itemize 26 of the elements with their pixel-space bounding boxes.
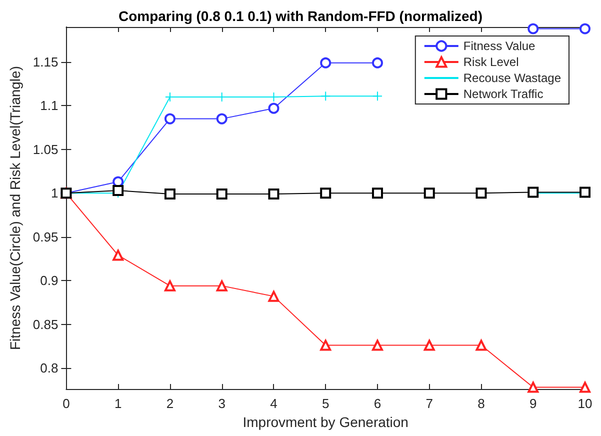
x-tick-label: 10 [578, 396, 592, 411]
x-axis-title: Improvment by Generation [242, 414, 408, 430]
y-tick-label: 0.9 [40, 273, 58, 288]
y-tick-label: 1.15 [32, 54, 58, 70]
x-tick-label: 2 [166, 396, 174, 411]
x-tick-label: 8 [478, 396, 485, 411]
y-tick-label: 0.85 [32, 316, 58, 332]
x-tick-label: 5 [322, 396, 330, 411]
x-tick-label: 9 [530, 396, 537, 411]
x-tick-label: 0 [62, 396, 70, 411]
y-tick-label: 1.1 [40, 98, 58, 114]
x-tick-label: 1 [114, 396, 122, 411]
legend-label: Recouse Wastage [463, 71, 562, 85]
x-tick-label: 3 [218, 396, 226, 411]
legend-label: Network Traffic [463, 87, 544, 101]
y-tick-label: 0.8 [40, 360, 58, 376]
y-tick-label: 1.05 [32, 142, 58, 157]
x-tick-label: 7 [426, 396, 433, 411]
y-axis-title: Fitness Value(Circle) and Risk Level(Triangle) [7, 66, 23, 350]
legend-label: Fitness Value [463, 39, 536, 53]
y-tick-label: 0.95 [32, 229, 58, 244]
x-tick-label: 4 [270, 396, 278, 411]
chart-title: Comparing (0.8 0.1 0.1) with Random-FFD (normalized) [118, 8, 483, 24]
legend-label: Risk Level [463, 55, 519, 69]
x-tick-label: 6 [374, 396, 382, 411]
y-tick-label: 1 [50, 186, 58, 201]
